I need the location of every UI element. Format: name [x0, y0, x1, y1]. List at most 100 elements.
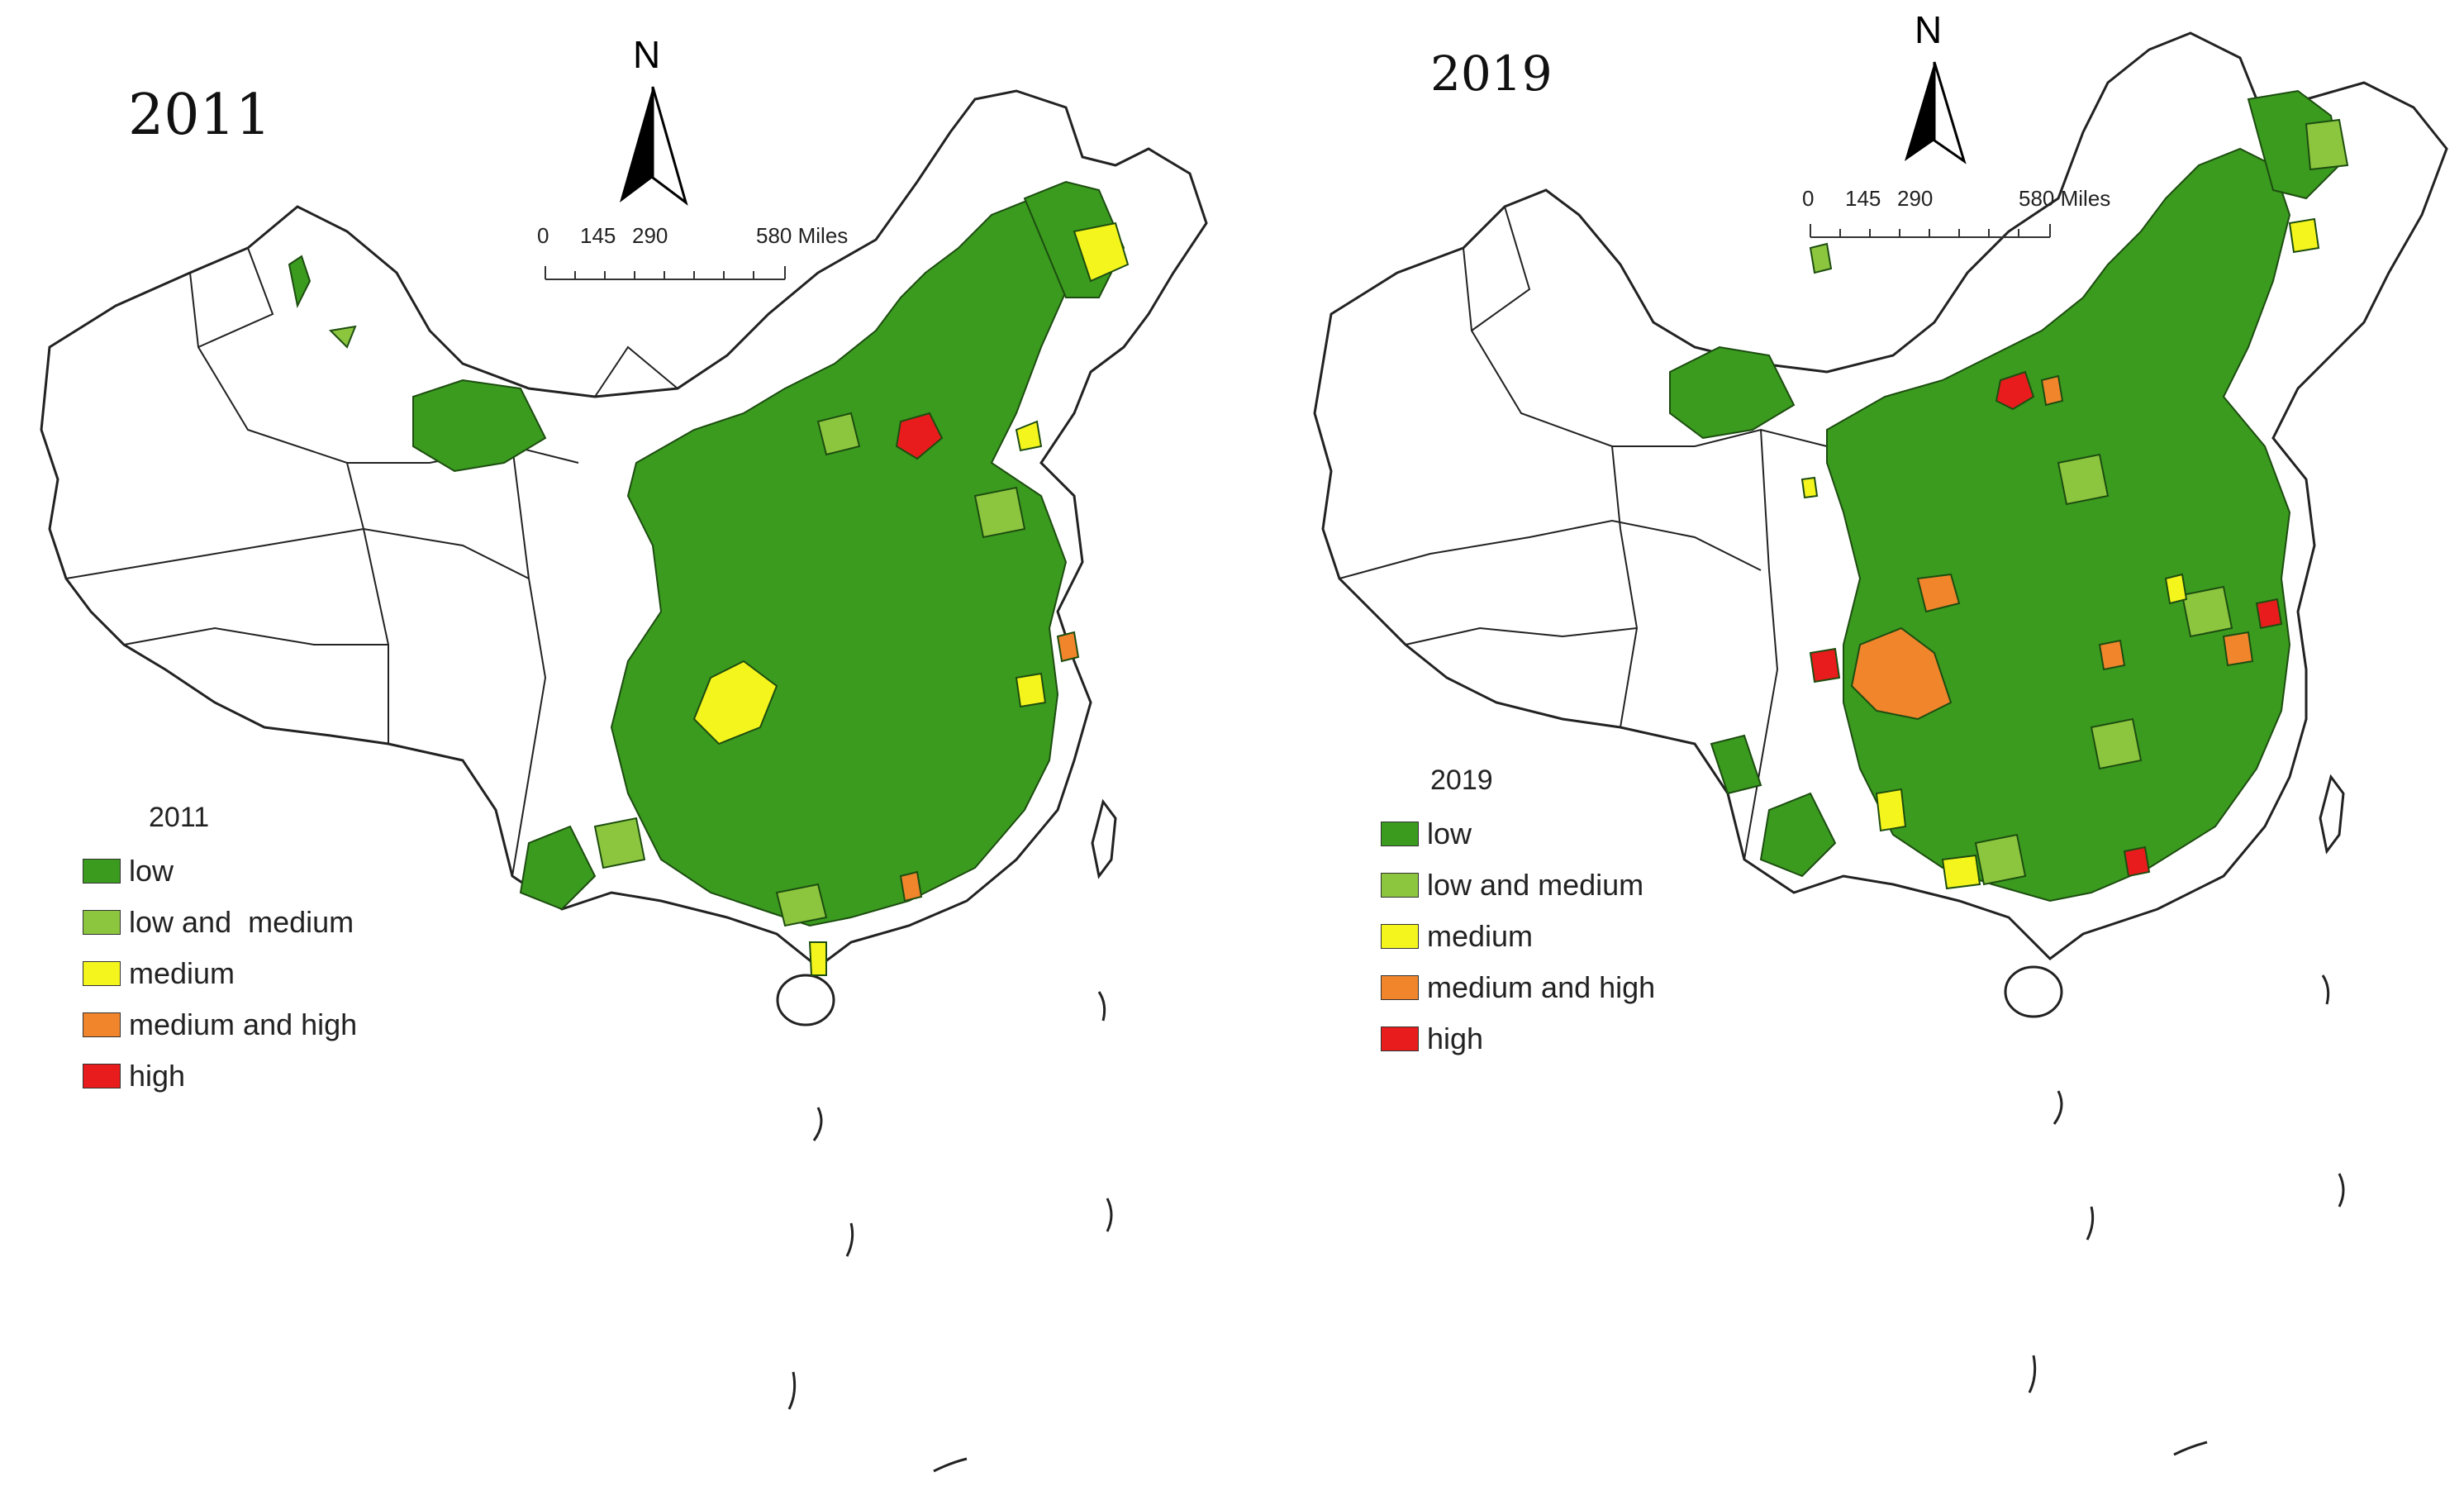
region-low: [1826, 147, 2291, 903]
scale-bar: 0 145 290 580 Miles: [1802, 186, 2149, 252]
scale-tick-label: 290: [1897, 186, 1934, 211]
region-low-medium: [593, 817, 646, 869]
region-medium: [1015, 420, 1043, 452]
china-map-2011: [40, 89, 1208, 1473]
north-label: N: [1915, 8, 1943, 51]
region-high: [2255, 598, 2283, 630]
legend-item-medium-high: medium and high: [83, 999, 357, 1050]
legend-swatch: [1381, 975, 1419, 1000]
map-panel-2019: 2019 N 0 145 290 580 Miles: [1232, 0, 2464, 1510]
region-low-medium: [1974, 833, 2027, 886]
legend-item-low: low: [1381, 808, 1655, 860]
scale-bar: 0 145 290 580 Miles: [537, 223, 884, 289]
legend-title: 2011: [149, 802, 210, 833]
scale-tick-label: 145: [1845, 186, 1881, 211]
legend-item-high: high: [83, 1050, 357, 1102]
region-low: [610, 197, 1075, 927]
region-medium-high: [1056, 631, 1080, 663]
region-high: [895, 412, 944, 460]
legend-item-low: low: [83, 846, 357, 897]
region-medium: [808, 941, 827, 976]
legend-swatch: [1381, 873, 1419, 898]
legend-item-low-medium: low and medium: [83, 897, 357, 948]
legend-label: medium and high: [1427, 970, 1656, 1004]
legend-item-high: high: [1381, 1013, 1655, 1065]
legend-swatch: [83, 1012, 121, 1037]
legend-swatch: [1381, 822, 1419, 846]
legend-swatch: [83, 1064, 121, 1088]
legend-label: medium: [129, 956, 235, 990]
region-low: [1710, 734, 1762, 795]
region-medium-high: [2098, 639, 2126, 671]
region-medium: [2164, 573, 2188, 605]
scale-bar-ruler: [545, 266, 786, 280]
legend-swatch: [1381, 924, 1419, 949]
legend-item-medium: medium: [1381, 911, 1655, 962]
region-medium-high: [2222, 631, 2254, 667]
region-medium-high: [899, 870, 923, 903]
region-low-medium: [2090, 717, 2143, 770]
prefecture-fills: [1669, 89, 2349, 903]
taiwan-island: [1091, 798, 1117, 879]
legend-swatch: [1381, 1027, 1419, 1051]
legend: 2011 low low and medium medium medium an…: [83, 802, 357, 1102]
region-medium: [1875, 788, 1907, 832]
legend-swatch: [83, 859, 121, 884]
map-title: 2011: [128, 83, 272, 148]
hainan-island: [776, 974, 835, 1027]
china-map-2019: [1313, 31, 2448, 1456]
scale-tick-label: 145: [580, 223, 616, 248]
region-medium: [1800, 476, 1819, 499]
legend-label: low: [129, 854, 174, 888]
legend-item-low-medium: low and medium: [1381, 860, 1655, 911]
region-low-medium: [1809, 242, 1833, 274]
region-low: [288, 255, 312, 309]
legend-item-medium-high: medium and high: [1381, 962, 1655, 1013]
region-low-medium: [2181, 585, 2233, 638]
scale-tick-label: 580 Miles: [2019, 186, 2111, 211]
region-medium: [692, 660, 778, 745]
region-low: [519, 825, 597, 911]
legend-label: high: [1427, 1022, 1484, 1055]
region-low-medium: [775, 883, 828, 927]
scale-tick-label: 0: [537, 223, 549, 248]
legend-swatch: [83, 910, 121, 935]
legend-label: medium: [1427, 919, 1534, 953]
legend-label: low and medium: [1427, 868, 1644, 902]
region-low-medium: [328, 325, 357, 349]
region-low-medium: [2057, 453, 2110, 506]
north-arrow: N: [611, 33, 694, 211]
scale-tick-label: 580 Miles: [756, 223, 849, 248]
legend-title: 2019: [1430, 765, 1493, 796]
north-arrow-icon: [1905, 61, 1967, 164]
legend-label: high: [129, 1059, 186, 1093]
legend-label: low and medium: [129, 905, 354, 939]
region-medium-high: [2040, 374, 2064, 407]
region-low: [1759, 792, 1837, 878]
north-label: N: [633, 33, 661, 76]
legend: 2019 low low and medium medium medium an…: [1381, 765, 1655, 1065]
region-high: [2123, 846, 2151, 878]
region-medium-high: [1916, 573, 1961, 613]
map-panel-2011: 2011 N 0 145 290 580 Miles: [40, 33, 1208, 1473]
region-medium: [2288, 217, 2320, 254]
region-medium: [1941, 854, 1981, 890]
region-low: [412, 379, 547, 473]
region-medium: [1015, 672, 1047, 708]
scale-tick-label: 290: [632, 223, 668, 248]
region-high: [1809, 647, 1841, 684]
taiwan-island: [2319, 774, 2345, 855]
north-arrow-icon: [620, 86, 688, 206]
region-medium: [1073, 221, 1130, 283]
scale-bar-ruler: [1810, 224, 2051, 238]
province-boundaries: [1339, 206, 1828, 860]
region-high: [1995, 370, 2035, 411]
region-medium-high: [1850, 626, 1953, 721]
legend-swatch: [83, 961, 121, 986]
legend-item-medium: medium: [83, 948, 357, 999]
legend-label: low: [1427, 817, 1472, 850]
map-title: 2019: [1430, 45, 1553, 102]
legend-label: medium and high: [129, 1007, 358, 1041]
scale-tick-label: 0: [1802, 186, 1815, 211]
south-sea-islands: [2028, 974, 2345, 1456]
